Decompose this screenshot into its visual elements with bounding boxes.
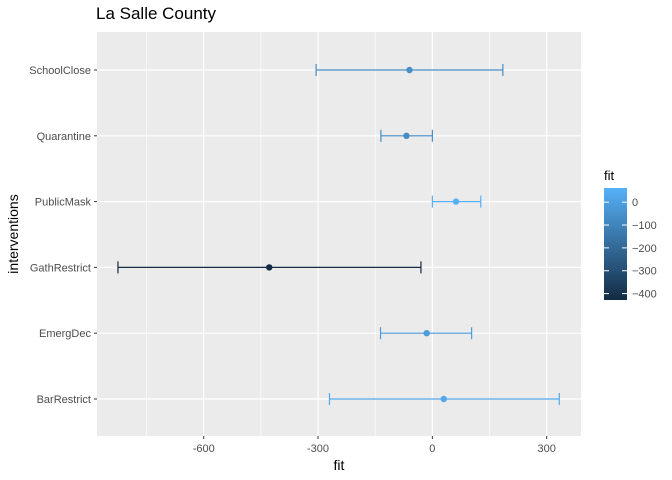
y-tick-label: SchoolClose	[29, 65, 91, 77]
legend-title: fit	[604, 168, 615, 183]
legend-colorbar	[604, 188, 627, 300]
data-point	[423, 330, 430, 337]
y-tick-label: EmergDec	[39, 328, 91, 340]
data-point	[440, 395, 448, 403]
data-point	[403, 132, 410, 139]
x-tick-label: 300	[538, 443, 556, 455]
legend-tick-label: −400	[632, 289, 657, 301]
y-tick-label: Quarantine	[37, 131, 91, 143]
x-tick-label: 0	[429, 443, 435, 455]
data-point	[406, 66, 413, 74]
y-tick-label: BarRestrict	[37, 394, 91, 406]
chart-title: La Salle County	[96, 4, 217, 23]
x-tick-label: -600	[193, 443, 215, 455]
legend-tick-label: −300	[632, 266, 657, 278]
data-point	[452, 198, 460, 205]
legend-tick-label: 0	[632, 197, 638, 209]
legend-tick-label: −100	[632, 220, 657, 232]
y-tick-label: GathRestrict	[30, 262, 91, 274]
plot-panel	[97, 32, 581, 436]
x-tick-label: -300	[307, 443, 329, 455]
legend-tick-label: −200	[632, 243, 657, 255]
data-point	[266, 264, 273, 271]
y-tick-label: PublicMask	[35, 197, 92, 209]
x-axis-title: fit	[334, 457, 345, 473]
y-axis-title: interventions	[5, 194, 21, 273]
